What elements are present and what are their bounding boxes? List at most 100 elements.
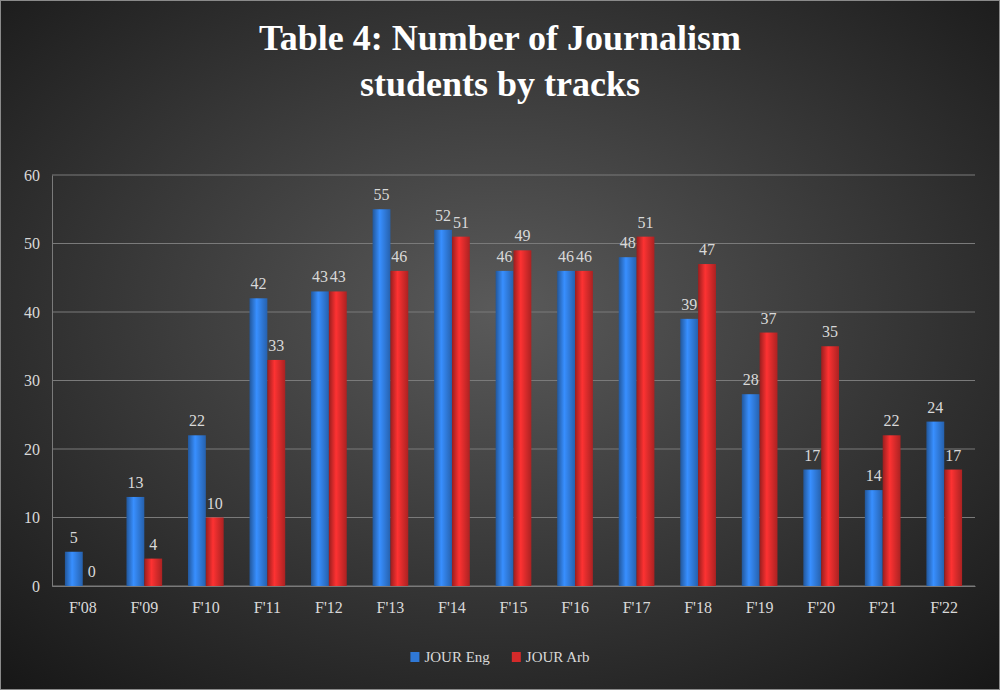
- chart-title: Table 4: Number of Journalismstudents by…: [259, 18, 741, 104]
- bar: [944, 470, 962, 586]
- legend-swatch: [512, 652, 521, 662]
- data-label: 51: [637, 214, 653, 231]
- bar: [680, 319, 698, 586]
- y-tick-label: 20: [24, 441, 40, 458]
- data-label: 55: [374, 186, 390, 203]
- y-tick-label: 10: [24, 509, 40, 526]
- data-label: 0: [88, 563, 96, 580]
- grid-line: [52, 175, 975, 176]
- bar: [803, 470, 821, 586]
- data-label: 47: [699, 241, 715, 258]
- bar: [126, 497, 144, 586]
- x-tick: F'08: [69, 586, 97, 616]
- legend-label: JOUR Eng: [424, 649, 490, 665]
- bar: [250, 298, 268, 586]
- data-label: 46: [576, 248, 592, 265]
- x-tick: F'18: [684, 586, 712, 616]
- bar: [575, 271, 593, 586]
- x-tick-label: F'19: [746, 599, 774, 616]
- data-label: 24: [927, 399, 943, 416]
- data-label: 42: [250, 275, 266, 292]
- grid: [52, 175, 975, 586]
- x-tick-label: F'10: [192, 599, 220, 616]
- y-tick: 40: [24, 304, 52, 321]
- x-tick: F'12: [315, 586, 343, 616]
- data-label: 49: [514, 227, 530, 244]
- x-tick-label: F'14: [438, 599, 466, 616]
- y-tick: 60: [24, 167, 52, 184]
- x-tick-label: F'17: [623, 599, 651, 616]
- data-label: 5: [70, 529, 78, 546]
- data-label: 43: [330, 268, 346, 285]
- y-tick-label: 40: [24, 304, 40, 321]
- bar-series: [144, 237, 962, 586]
- bar: [557, 271, 575, 586]
- x-tick-label: F'18: [684, 599, 712, 616]
- x-tick-label: F'13: [377, 599, 405, 616]
- bar: [452, 237, 470, 586]
- x-tick: F'20: [807, 586, 835, 616]
- y-axis: 0 10 20 30 40 50 60: [24, 167, 53, 595]
- y-tick: 10: [24, 509, 52, 526]
- bar: [637, 237, 655, 586]
- data-label: 46: [558, 248, 574, 265]
- chart-title-line: students by tracks: [360, 64, 640, 104]
- data-label: 22: [884, 412, 900, 429]
- x-tick: F'16: [561, 586, 589, 616]
- data-label: 39: [681, 296, 697, 313]
- legend-label: JOUR Arb: [526, 649, 590, 665]
- data-label: 46: [391, 248, 407, 265]
- x-tick: F'21: [869, 586, 897, 616]
- bar: [311, 291, 329, 586]
- y-tick-label: 30: [24, 372, 40, 389]
- data-labels: 5132242435552464648392817142404103343465…: [70, 186, 961, 580]
- data-label: 51: [453, 214, 469, 231]
- x-tick-label: F'08: [69, 599, 97, 616]
- bar: [821, 346, 839, 586]
- bar: [390, 271, 408, 586]
- x-tick-label: F'21: [869, 599, 897, 616]
- x-tick: F'14: [438, 586, 466, 616]
- x-tick: F'17: [623, 586, 651, 616]
- y-tick-label: 50: [24, 235, 40, 252]
- data-label: 14: [866, 467, 882, 484]
- x-tick: F'10: [192, 586, 220, 616]
- x-tick: F'15: [500, 586, 528, 616]
- bar: [329, 291, 347, 586]
- data-label: 52: [435, 207, 451, 224]
- bar: [926, 422, 944, 586]
- bar-series: [65, 209, 944, 586]
- bar: [496, 271, 514, 586]
- bars: [65, 209, 962, 586]
- x-tick-label: F'20: [807, 599, 835, 616]
- y-tick: 50: [24, 235, 52, 252]
- background: [1, 1, 1000, 690]
- data-label: 48: [620, 234, 636, 251]
- x-axis: F'08 F'09 F'10 F'11 F'12 F'13 F'14 F'15 F'16 F'17…: [53, 586, 976, 616]
- data-label: 4: [149, 536, 157, 553]
- x-tick-label: F'12: [315, 599, 343, 616]
- legend-swatch: [410, 652, 419, 662]
- y-tick-label: 60: [24, 167, 40, 184]
- data-label: 46: [497, 248, 513, 265]
- bar: [206, 518, 224, 587]
- bar: [760, 333, 778, 586]
- y-tick: 30: [24, 372, 52, 389]
- x-tick: F'09: [130, 586, 158, 616]
- x-tick: F'13: [377, 586, 405, 616]
- y-tick: 0: [32, 578, 52, 595]
- legend: JOUR Eng JOUR Arb: [410, 649, 589, 665]
- bar: [65, 552, 83, 586]
- data-label: 35: [822, 323, 838, 340]
- x-axis-line: [53, 586, 976, 587]
- data-label: 22: [189, 412, 205, 429]
- y-axis-line: [52, 176, 53, 587]
- x-tick: F'22: [930, 586, 958, 616]
- x-tick-label: F'11: [254, 599, 281, 616]
- data-label: 43: [312, 268, 328, 285]
- data-label: 37: [761, 310, 777, 327]
- chart: Table 4: Number of Journalismstudents by…: [0, 0, 1000, 690]
- data-label: 17: [804, 447, 820, 464]
- bar: [373, 209, 391, 586]
- bar: [144, 559, 162, 586]
